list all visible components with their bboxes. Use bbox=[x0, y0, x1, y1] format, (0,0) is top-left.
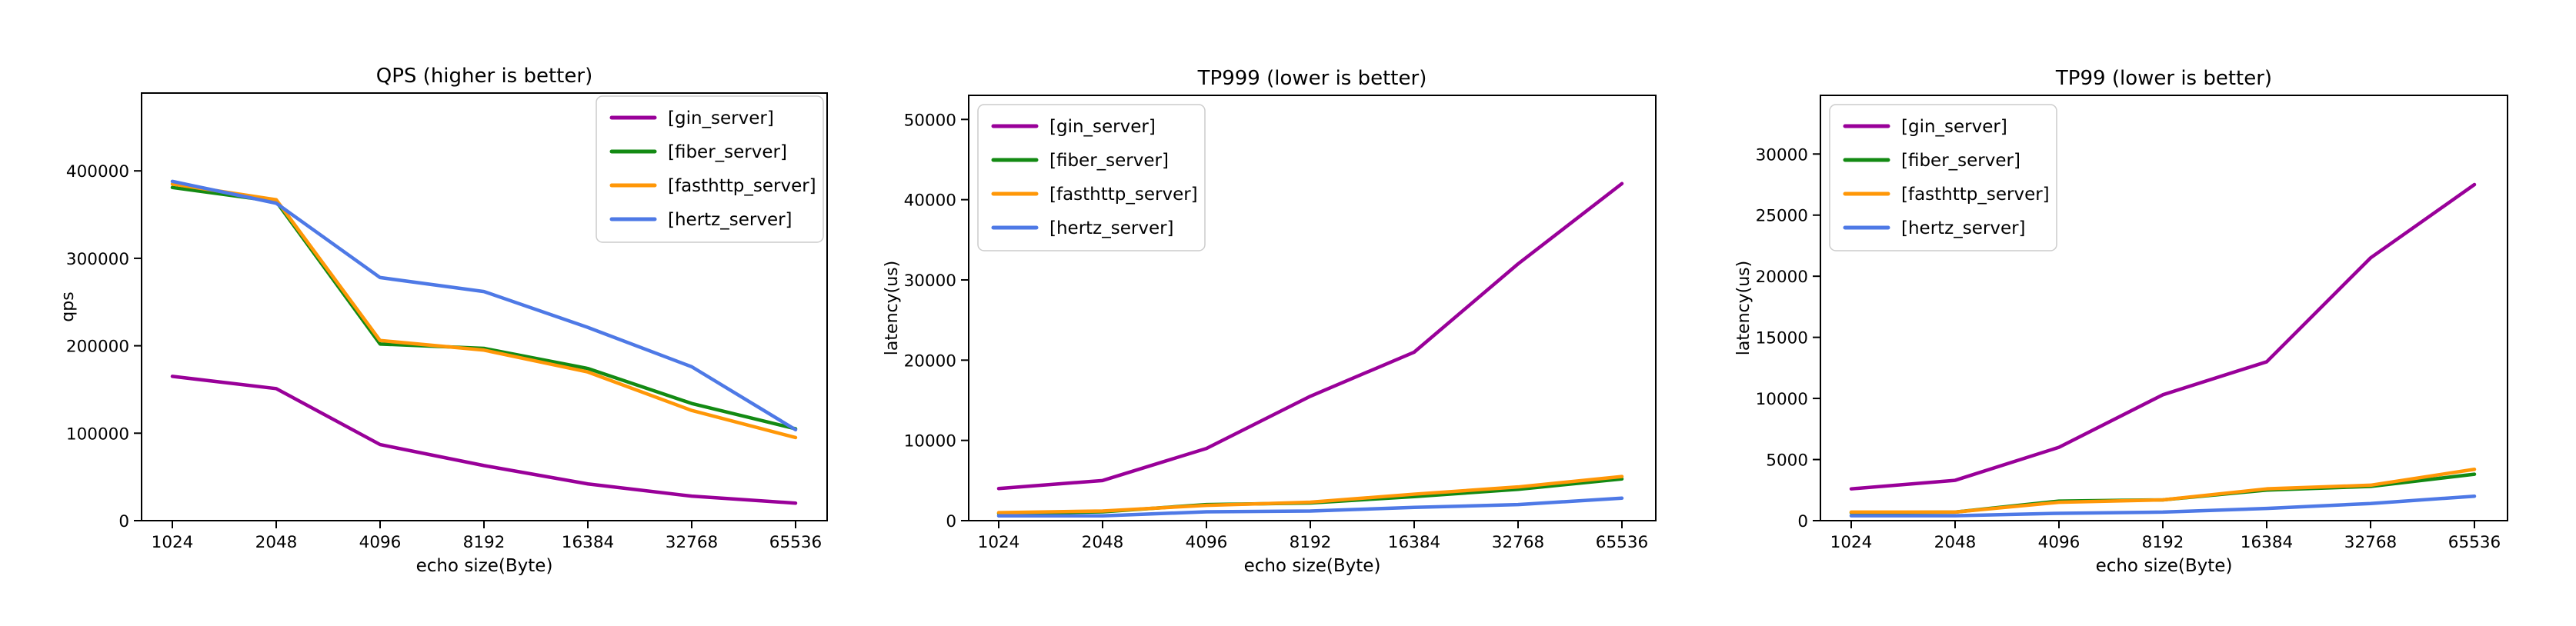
legend-label: [gin_server] bbox=[1049, 117, 1156, 137]
legend-item: [fiber_server] bbox=[1843, 151, 2020, 171]
y-tick-label: 15000 bbox=[1756, 329, 1808, 348]
x-tick-label: 16384 bbox=[1388, 533, 1440, 552]
chart-svg: 0 10000 20000 30000 40000 50000 1024 2048 4096 81… bbox=[883, 67, 1657, 576]
x-tick-label: 4096 bbox=[2038, 533, 2080, 552]
legend-label: [gin_server] bbox=[1901, 117, 2007, 137]
series-line-hertz_server bbox=[170, 179, 798, 432]
y-axis-label: qps bbox=[58, 291, 78, 321]
legend-item: [fasthttp_server] bbox=[609, 176, 816, 196]
y-tick-label: 0 bbox=[946, 512, 956, 531]
y-axis-label: latency(us) bbox=[883, 261, 902, 355]
legend-label: [fasthttp_server] bbox=[1901, 185, 2050, 205]
y-tick-label: 30000 bbox=[1756, 145, 1808, 165]
chart-tp99: 0 5000 10000 15000 20000 25000 30000 1024 2048 40… bbox=[1717, 0, 2576, 623]
legend-item: [gin_server] bbox=[609, 108, 774, 128]
y-tick-label: 25000 bbox=[1756, 207, 1808, 226]
legend-label: [hertz_server] bbox=[1049, 218, 1174, 238]
y-tick-label: 30000 bbox=[904, 271, 956, 291]
x-tick-label: 65536 bbox=[1596, 533, 1648, 552]
y-tick-label: 20000 bbox=[904, 351, 956, 371]
x-tick-label: 32768 bbox=[666, 533, 718, 552]
legend-item: [fiber_server] bbox=[991, 151, 1169, 171]
legend-item: [fiber_server] bbox=[609, 142, 787, 162]
x-tick-label: 2048 bbox=[1082, 533, 1124, 552]
y-tick-label: 20000 bbox=[1756, 268, 1808, 287]
series-line-fasthttp_server bbox=[996, 474, 1624, 514]
y-tick-label: 10000 bbox=[904, 432, 956, 451]
chart-svg: 0 100000 200000 300000 400000 1024 2048 4096 819… bbox=[58, 65, 828, 576]
y-tick-label: 100000 bbox=[66, 425, 129, 444]
chart-qps: 0 100000 200000 300000 400000 1024 2048 4096 819… bbox=[0, 0, 859, 623]
legend-item: [fasthttp_server] bbox=[1843, 185, 2050, 205]
y-tick-label: 10000 bbox=[1756, 390, 1808, 409]
y-tick-label: 5000 bbox=[1766, 451, 1808, 471]
y-tick-label: 0 bbox=[118, 512, 129, 531]
x-tick-label: 4096 bbox=[359, 533, 402, 552]
legend: [gin_server] [fiber_server] [fasthttp_serv… bbox=[1829, 104, 2057, 251]
chart-title: TP999 (lower is better) bbox=[1197, 67, 1427, 90]
x-tick-label: 8192 bbox=[2142, 533, 2184, 552]
legend: [gin_server] [fiber_server] [fasthttp_serv… bbox=[977, 104, 1206, 251]
series-line-gin_server bbox=[1849, 182, 2477, 491]
x-tick-label: 1024 bbox=[978, 533, 1020, 552]
x-tick-label: 16384 bbox=[2241, 533, 2293, 552]
x-axis-label: echo size(Byte) bbox=[2096, 556, 2233, 576]
y-tick-label: 0 bbox=[1797, 512, 1808, 531]
x-tick-label: 4096 bbox=[1186, 533, 1228, 552]
y-tick-label: 50000 bbox=[904, 111, 956, 130]
x-tick-label: 32768 bbox=[2344, 533, 2397, 552]
legend-label: [gin_server] bbox=[668, 108, 774, 128]
series-line-gin_server bbox=[170, 375, 798, 505]
legend-label: [fiber_server] bbox=[668, 142, 787, 162]
series-line-fasthttp_server bbox=[1849, 468, 2477, 514]
chart-title: TP99 (lower is better) bbox=[2055, 67, 2272, 90]
x-tick-label: 1024 bbox=[1830, 533, 1873, 552]
legend-item: [hertz_server] bbox=[1843, 218, 2026, 238]
series-line-gin_server bbox=[996, 181, 1624, 491]
legend-label: [fiber_server] bbox=[1049, 151, 1169, 171]
legend-label: [fasthttp_server] bbox=[668, 176, 816, 196]
legend-box bbox=[1829, 104, 2057, 251]
legend-label: [fiber_server] bbox=[1901, 151, 2020, 171]
x-axis-label: echo size(Byte) bbox=[416, 556, 553, 576]
legend-label: [hertz_server] bbox=[1901, 218, 2026, 238]
legend-label: [hertz_server] bbox=[668, 210, 792, 230]
x-tick-label: 1024 bbox=[152, 533, 194, 552]
legend-label: [fasthttp_server] bbox=[1049, 185, 1198, 205]
x-tick-label: 32768 bbox=[1492, 533, 1544, 552]
y-axis-label: latency(us) bbox=[1734, 261, 1753, 355]
x-axis-label: echo size(Byte) bbox=[1244, 556, 1381, 576]
y-tick-label: 300000 bbox=[66, 250, 129, 269]
series-line-hertz_server bbox=[1849, 494, 2477, 518]
legend-item: [hertz_server] bbox=[991, 218, 1174, 238]
chart-svg: 0 5000 10000 15000 20000 25000 30000 1024 2048 40… bbox=[1734, 67, 2508, 576]
x-tick-label: 65536 bbox=[769, 533, 822, 552]
chart-title: QPS (higher is better) bbox=[376, 65, 592, 88]
series-line-fasthttp_server bbox=[170, 181, 798, 440]
x-tick-label: 16384 bbox=[562, 533, 614, 552]
legend-item: [gin_server] bbox=[1843, 117, 2007, 137]
chart-tp999: 0 10000 20000 30000 40000 50000 1024 2048 4096 81… bbox=[859, 0, 1717, 623]
y-tick-label: 400000 bbox=[66, 162, 129, 181]
legend-item: [gin_server] bbox=[991, 117, 1156, 137]
x-tick-label: 2048 bbox=[255, 533, 298, 552]
x-tick-label: 65536 bbox=[2448, 533, 2501, 552]
legend-box bbox=[977, 104, 1206, 251]
legend-item: [hertz_server] bbox=[609, 210, 792, 230]
legend-box bbox=[596, 95, 824, 243]
x-tick-label: 8192 bbox=[1290, 533, 1332, 552]
y-tick-label: 40000 bbox=[904, 191, 956, 211]
x-tick-label: 2048 bbox=[1934, 533, 1977, 552]
x-tick-label: 8192 bbox=[463, 533, 506, 552]
series-line-hertz_server bbox=[996, 496, 1624, 518]
legend-item: [fasthttp_server] bbox=[991, 185, 1198, 205]
y-tick-label: 200000 bbox=[66, 338, 129, 357]
legend: [gin_server] [fiber_server] [fasthttp_serv… bbox=[596, 95, 824, 243]
